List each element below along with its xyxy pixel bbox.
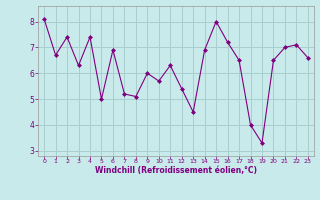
X-axis label: Windchill (Refroidissement éolien,°C): Windchill (Refroidissement éolien,°C) <box>95 166 257 175</box>
